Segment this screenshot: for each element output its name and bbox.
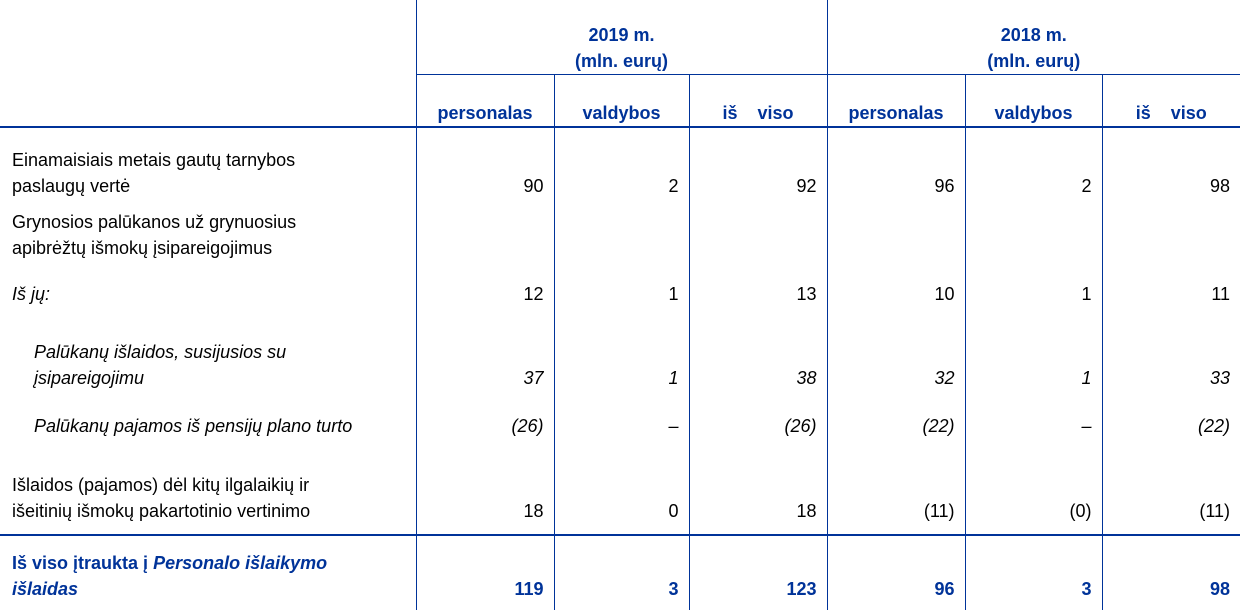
- total-label-italic: Personalo išlaikymo išlaidas: [12, 553, 328, 599]
- row-label: Palūkanų išlaidos, susijusios su įsipare…: [34, 342, 287, 388]
- cell-value: 2: [964, 127, 1103, 203]
- total-value: 3: [553, 534, 689, 610]
- cell-value: [415, 203, 554, 265]
- cell-value: 38: [688, 311, 828, 395]
- cell-value: [688, 203, 828, 265]
- cell-value: [553, 203, 689, 265]
- cell-value: 1: [964, 311, 1103, 395]
- column-header: iš viso: [1101, 74, 1240, 128]
- cell-value: 11: [1101, 265, 1240, 311]
- year-header-row: 2019 m. (mln. eurų) 2018 m. (mln. eurų): [0, 0, 1240, 75]
- table-row: Palūkanų išlaidos, susijusios su įsipare…: [0, 311, 1240, 395]
- cell-value: 1: [553, 265, 689, 311]
- header-corner: [0, 0, 416, 75]
- total-value: 96: [826, 534, 966, 610]
- cell-value: [964, 203, 1103, 265]
- total-value: 123: [688, 534, 828, 610]
- cell-value: 10: [826, 265, 966, 311]
- row-label: Iš jų:: [12, 284, 51, 304]
- year-label: 2018 m.: [1000, 25, 1067, 45]
- total-label: Iš viso įtraukta į Personalo išlaikymo i…: [0, 534, 416, 610]
- column-header-row: personalas valdybos iš viso personalas v…: [0, 74, 1240, 128]
- unit-label: (mln. eurų): [987, 51, 1081, 71]
- cell-value: (11): [826, 443, 966, 535]
- total-row: Iš viso įtraukta į Personalo išlaikymo i…: [0, 534, 1240, 610]
- row-label: Palūkanų pajamos iš pensijų plano turto: [34, 416, 353, 436]
- cell-value: 90: [415, 127, 554, 203]
- total-label-prefix: Iš viso įtraukta į: [12, 553, 154, 573]
- cell-value: 92: [688, 127, 828, 203]
- cell-value: [826, 203, 966, 265]
- cell-value: 32: [826, 311, 966, 395]
- year-label: 2019 m.: [588, 25, 655, 45]
- cell-value: (0): [964, 443, 1103, 535]
- column-header: personalas: [415, 74, 554, 128]
- cell-value: –: [964, 395, 1103, 443]
- table-row: Iš jų: 12 1 13 10 1 11: [0, 265, 1240, 311]
- cell-value: 0: [553, 443, 689, 535]
- cell-value: [1101, 203, 1240, 265]
- year-header-2019: 2019 m. (mln. eurų): [415, 0, 828, 75]
- table-row: Palūkanų pajamos iš pensijų plano turto …: [0, 395, 1240, 443]
- header-corner-bottom: [0, 74, 416, 128]
- row-label: Grynosios palūkanos už grynuosius apibrė…: [12, 212, 297, 258]
- total-value: 3: [964, 534, 1103, 610]
- year-header-2018: 2018 m. (mln. eurų): [826, 0, 1240, 75]
- row-label: Einamaisiais metais gautų tarnybos pasla…: [12, 150, 296, 196]
- cell-value: 98: [1101, 127, 1240, 203]
- table-row: Išlaidos (pajamos) dėl kitų ilgalaikių i…: [0, 443, 1240, 535]
- cell-value: (22): [826, 395, 966, 443]
- cell-value: 1: [553, 311, 689, 395]
- total-value: 119: [415, 534, 554, 610]
- cell-value: 96: [826, 127, 966, 203]
- row-label: Išlaidos (pajamos) dėl kitų ilgalaikių i…: [12, 475, 311, 521]
- cell-value: 1: [964, 265, 1103, 311]
- total-value: 98: [1101, 534, 1240, 610]
- cell-value: 2: [553, 127, 689, 203]
- cell-value: 33: [1101, 311, 1240, 395]
- column-header: valdybos: [553, 74, 689, 128]
- cell-value: 37: [415, 311, 554, 395]
- cell-value: 12: [415, 265, 554, 311]
- column-header: valdybos: [964, 74, 1103, 128]
- unit-label: (mln. eurų): [575, 51, 668, 71]
- cell-value: 18: [688, 443, 828, 535]
- cell-value: 18: [415, 443, 554, 535]
- cell-value: –: [553, 395, 689, 443]
- column-header: iš viso: [688, 74, 828, 128]
- cell-value: (26): [415, 395, 554, 443]
- table-row: Grynosios palūkanos už grynuosius apibrė…: [0, 203, 1240, 265]
- cell-value: (22): [1101, 395, 1240, 443]
- column-header: personalas: [826, 74, 966, 128]
- cell-value: 13: [688, 265, 828, 311]
- cell-value: (11): [1101, 443, 1240, 535]
- table-row: Einamaisiais metais gautų tarnybos pasla…: [0, 127, 1240, 203]
- cell-value: (26): [688, 395, 828, 443]
